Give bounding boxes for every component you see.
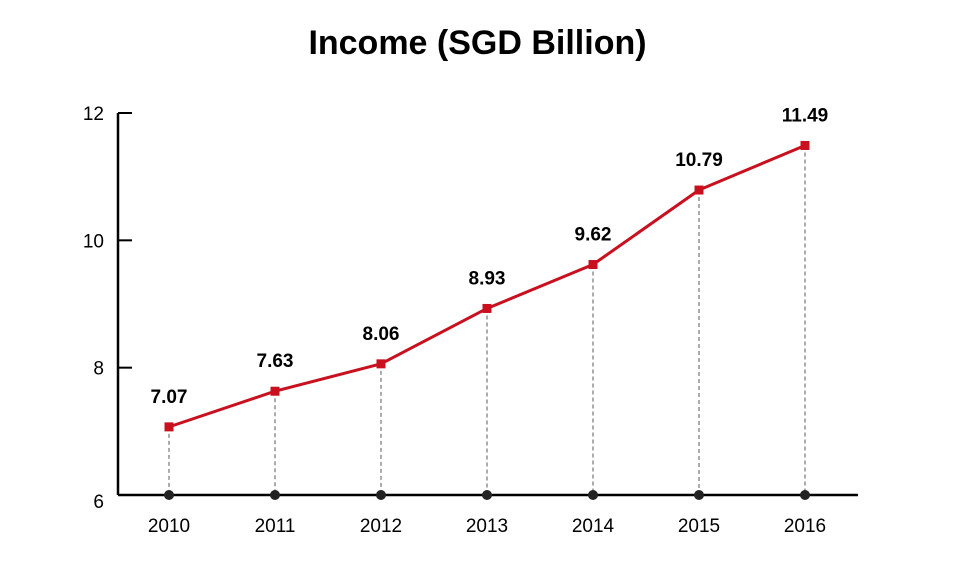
y-tick-label: 8 [93, 359, 104, 380]
base-dot [376, 490, 386, 500]
chart-title: Income (SGD Billion) [308, 24, 647, 62]
data-label: 7.07 [151, 387, 188, 408]
data-point-marker [588, 260, 598, 270]
markers [164, 140, 810, 432]
y-tick-label: 6 [93, 492, 104, 513]
data-point-marker [164, 422, 174, 432]
x-tick-label: 2013 [466, 516, 508, 537]
x-tick-label: 2015 [678, 516, 720, 537]
x-tick-label: 2011 [255, 516, 296, 537]
y-tick-label: 12 [83, 104, 104, 125]
x-tick-label: 2010 [148, 516, 190, 537]
x-tick-label: 2014 [572, 516, 615, 537]
data-point-marker [376, 359, 386, 369]
base-dot [694, 490, 704, 500]
data-label: 7.63 [257, 351, 294, 372]
base-dot [270, 490, 280, 500]
base-dots [164, 490, 810, 500]
data-point-marker [694, 185, 704, 195]
base-dot [800, 490, 810, 500]
x-tick-label: 2012 [360, 516, 402, 537]
base-dot [588, 490, 598, 500]
base-dot [482, 490, 492, 500]
data-label: 11.49 [782, 105, 829, 126]
data-point-marker [482, 303, 492, 313]
data-label: 8.93 [469, 268, 506, 289]
data-label: 8.06 [363, 324, 400, 345]
data-point-marker [270, 386, 280, 396]
data-labels: 7.07 7.63 8.06 8.93 9.62 10.79 11.49 [151, 105, 829, 407]
data-label: 9.62 [575, 225, 612, 246]
x-ticks: 2010 2011 2012 2013 2014 2015 2016 [148, 516, 826, 537]
drop-lines [168, 145, 806, 495]
base-dot [164, 490, 174, 500]
data-point-marker [800, 140, 810, 150]
y-ticks: 6 8 10 12 [83, 104, 132, 513]
x-tick-label: 2016 [784, 516, 826, 537]
y-tick-label: 10 [83, 231, 104, 252]
data-label: 10.79 [675, 150, 723, 171]
